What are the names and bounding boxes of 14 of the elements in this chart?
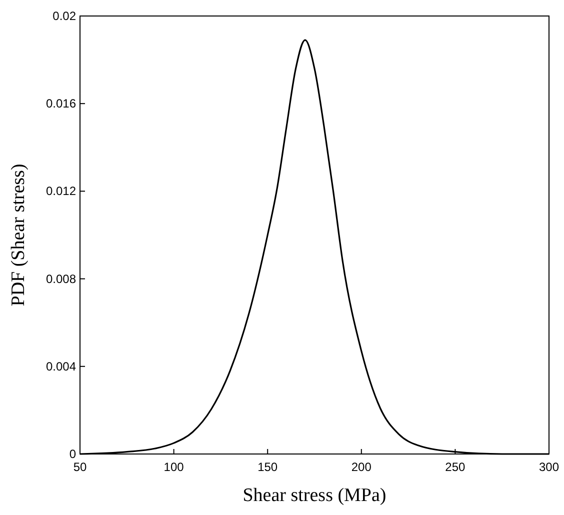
x-axis-title: Shear stress (MPa) xyxy=(242,485,386,506)
y-tick-label: 0.008 xyxy=(46,272,76,286)
x-tick-label: 250 xyxy=(445,460,466,474)
y-tick-label: 0.02 xyxy=(52,9,76,23)
y-axis-title: PDF (Shear stress) xyxy=(8,164,29,306)
x-tick-label: 300 xyxy=(538,460,560,474)
y-tick-label: 0 xyxy=(69,447,76,461)
y-tick-label: 0.016 xyxy=(46,96,76,111)
y-tick-label: 0.012 xyxy=(46,184,76,198)
x-tick-label: 150 xyxy=(258,460,278,474)
x-tick-label: 50 xyxy=(73,460,87,474)
x-tick-label: 100 xyxy=(164,460,184,474)
x-tick-label: 200 xyxy=(351,460,372,474)
y-tick-label: 0.004 xyxy=(46,359,76,374)
